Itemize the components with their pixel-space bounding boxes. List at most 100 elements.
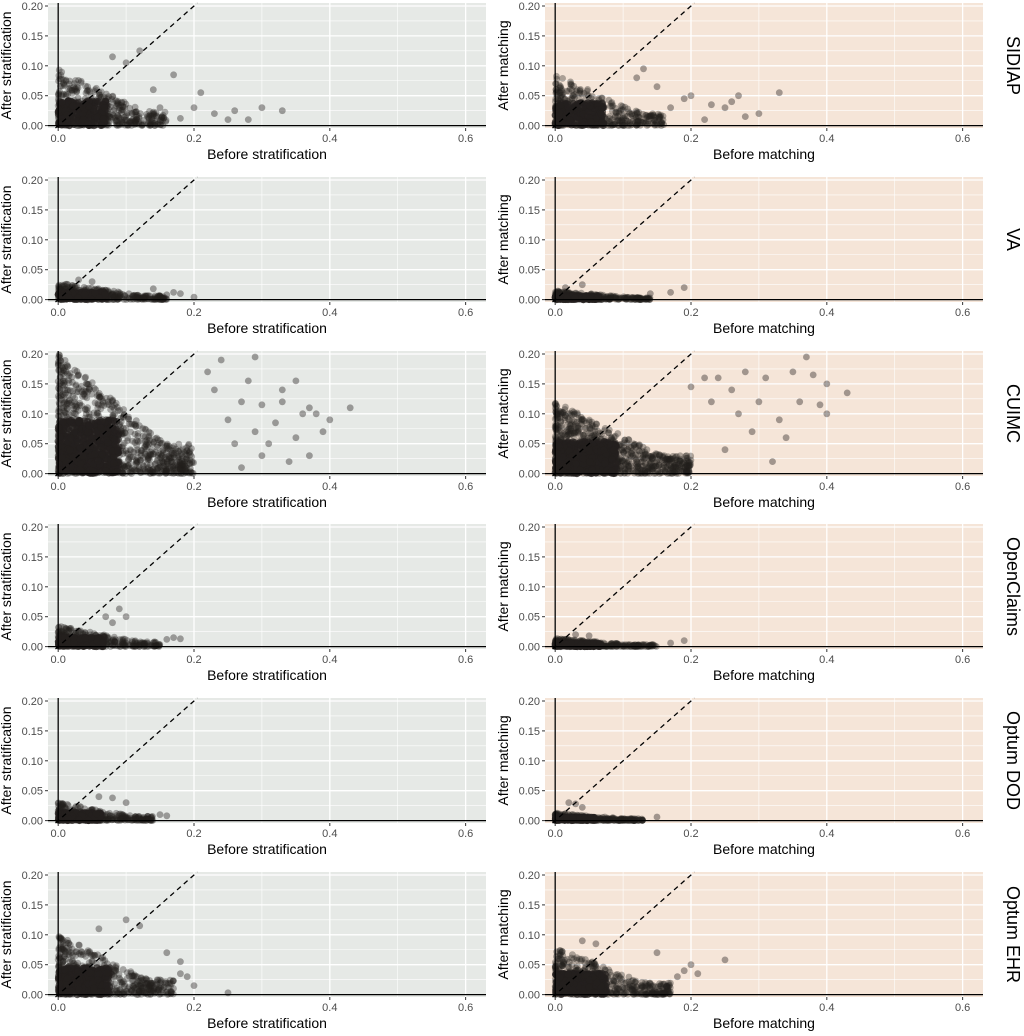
data-point — [188, 458, 196, 466]
data-point — [149, 86, 157, 94]
data-point — [71, 87, 78, 94]
x-tick-label: 0.2 — [186, 307, 201, 319]
data-point — [113, 117, 121, 125]
data-point — [128, 465, 136, 472]
y-tick-label: 0.20 — [22, 175, 43, 187]
data-point — [572, 88, 580, 95]
data-point — [721, 104, 729, 112]
x-axis-title: Before matching — [713, 146, 815, 162]
data-point — [584, 86, 591, 93]
x-tick-label: 0.0 — [51, 133, 66, 145]
data-point — [55, 106, 63, 114]
data-point — [578, 281, 586, 289]
data-point — [132, 119, 140, 127]
data-point — [120, 113, 128, 121]
data-point — [137, 449, 145, 457]
data-point — [151, 119, 159, 127]
data-point — [58, 68, 66, 76]
data-point — [139, 425, 147, 432]
data-point — [124, 437, 131, 445]
data-point — [66, 400, 74, 407]
data-point — [143, 113, 151, 120]
data-point — [62, 76, 70, 84]
data-point — [74, 438, 82, 446]
strip-label: SIDIAP — [1003, 36, 1023, 95]
data-point — [152, 109, 160, 117]
data-point — [82, 82, 89, 90]
data-point — [244, 116, 252, 123]
data-point — [113, 117, 120, 125]
data-point — [71, 85, 79, 93]
data-point — [61, 82, 68, 89]
data-point — [154, 120, 162, 128]
x-tick-label: 0.6 — [458, 133, 473, 145]
y-tick-label: 0.10 — [519, 235, 540, 247]
data-point — [143, 111, 151, 118]
data-point — [125, 118, 133, 126]
data-point — [129, 110, 136, 117]
data-point — [103, 90, 110, 98]
data-point — [676, 452, 684, 460]
data-point — [111, 426, 119, 434]
data-point — [160, 114, 168, 122]
x-tick-label: 0.2 — [683, 133, 698, 145]
data-point — [618, 121, 626, 129]
data-point — [83, 394, 91, 402]
data-point — [667, 104, 674, 112]
data-point — [145, 115, 153, 122]
data-point — [133, 115, 140, 123]
data-point — [97, 424, 105, 432]
x-tick-label: 0.0 — [548, 133, 563, 145]
data-point — [594, 99, 602, 107]
data-point — [683, 457, 691, 464]
data-point — [62, 77, 70, 85]
data-point — [145, 114, 152, 122]
data-point — [58, 392, 66, 399]
data-point — [64, 90, 72, 98]
data-point — [118, 98, 126, 106]
data-point — [114, 98, 122, 106]
data-point — [569, 92, 577, 99]
data-point — [150, 110, 158, 118]
data-point — [84, 428, 92, 436]
data-point — [117, 107, 125, 115]
data-point — [735, 92, 742, 100]
data-point — [79, 103, 87, 111]
data-point — [670, 455, 678, 462]
data-point — [58, 98, 66, 106]
data-point — [66, 446, 74, 454]
data-point — [645, 113, 653, 121]
data-point — [124, 109, 131, 117]
data-point — [655, 114, 663, 121]
data-point — [687, 92, 695, 100]
data-point — [73, 368, 81, 375]
data-point — [136, 47, 144, 55]
data-point — [117, 115, 124, 122]
data-point — [224, 416, 232, 424]
data-point — [71, 80, 78, 87]
data-point — [67, 84, 74, 92]
data-point — [79, 115, 87, 124]
y-tick-label: 0.10 — [22, 61, 43, 73]
data-point — [251, 353, 259, 361]
data-point — [121, 103, 129, 111]
data-point — [112, 97, 120, 105]
data-point — [112, 399, 120, 407]
data-point — [111, 105, 119, 113]
data-point — [132, 108, 139, 116]
data-point — [62, 90, 70, 98]
data-point — [326, 416, 334, 424]
data-point — [58, 91, 66, 98]
data-point — [158, 113, 166, 121]
data-point — [85, 102, 93, 110]
data-point — [211, 110, 218, 117]
data-point — [69, 392, 77, 400]
data-point — [635, 109, 643, 116]
data-point — [60, 76, 67, 84]
data-point — [156, 121, 164, 129]
data-point — [138, 121, 146, 129]
data-point — [185, 440, 193, 448]
data-point — [133, 111, 141, 119]
data-point — [562, 284, 569, 291]
